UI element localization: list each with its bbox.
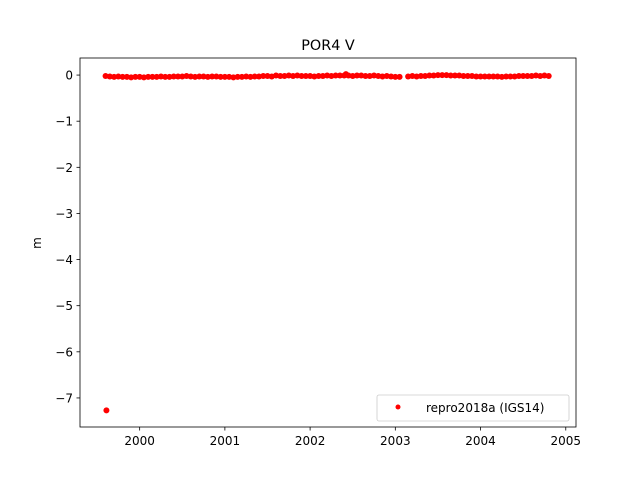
data-point — [486, 73, 493, 80]
data-point — [464, 72, 471, 79]
data-point — [145, 73, 152, 80]
data-point — [149, 73, 156, 80]
data-point — [336, 72, 343, 79]
x-tick-label: 2005 — [550, 434, 581, 448]
data-point — [417, 72, 424, 79]
data-point — [209, 73, 216, 80]
data-point — [132, 73, 139, 80]
data-point — [520, 72, 527, 79]
data-point — [234, 73, 241, 80]
y-tick-label: 0 — [65, 69, 73, 83]
data-point — [217, 73, 224, 80]
data-point — [481, 73, 488, 80]
data-point — [490, 73, 497, 80]
plot-frame — [79, 57, 577, 428]
data-point — [545, 72, 552, 79]
data-point — [103, 407, 110, 414]
legend-label: repro2018a (IGS14) — [426, 401, 544, 415]
data-point — [439, 72, 446, 79]
data-point — [451, 72, 458, 79]
y-tick-label: −2 — [55, 161, 73, 175]
data-point — [260, 72, 267, 79]
chart-title: POR4 V — [301, 38, 355, 54]
data-point — [353, 72, 360, 79]
y-tick-label: −7 — [55, 391, 73, 405]
x-tick-label: 2003 — [380, 434, 411, 448]
data-point — [392, 73, 399, 80]
y-tick-label: −3 — [55, 207, 73, 221]
data-point — [119, 73, 126, 80]
data-point — [515, 72, 522, 79]
data-point — [196, 73, 203, 80]
legend: repro2018a (IGS14) — [376, 394, 570, 422]
data-point — [460, 72, 467, 79]
x-tick-label: 2004 — [465, 434, 496, 448]
data-point — [302, 72, 309, 79]
data-point — [503, 73, 510, 80]
data-point — [170, 73, 177, 80]
y-tick-label: −5 — [55, 299, 73, 313]
data-point — [332, 72, 339, 79]
data-point — [473, 73, 480, 80]
data-point — [221, 73, 228, 80]
data-point — [434, 72, 441, 79]
x-tick-label: 2001 — [210, 434, 241, 448]
data-point — [251, 73, 258, 80]
data-point — [298, 72, 305, 79]
y-tick-label: −1 — [55, 115, 73, 129]
y-tick-label: −4 — [55, 253, 73, 267]
data-point — [524, 72, 531, 79]
x-tick-label: 2002 — [295, 434, 326, 448]
data-point — [477, 73, 484, 80]
x-tick-label: 2000 — [124, 434, 155, 448]
data-point — [175, 73, 182, 80]
data-point — [362, 72, 369, 79]
data-point — [426, 72, 433, 79]
data-point — [315, 72, 322, 79]
data-point — [396, 73, 403, 80]
y-axis-label: m — [30, 237, 44, 249]
data-point — [507, 73, 514, 80]
data-point — [277, 72, 284, 79]
legend-box — [376, 394, 570, 422]
y-tick-label: −6 — [55, 345, 73, 359]
data-point — [447, 72, 454, 79]
data-point — [162, 73, 169, 80]
legend-marker — [395, 404, 401, 410]
